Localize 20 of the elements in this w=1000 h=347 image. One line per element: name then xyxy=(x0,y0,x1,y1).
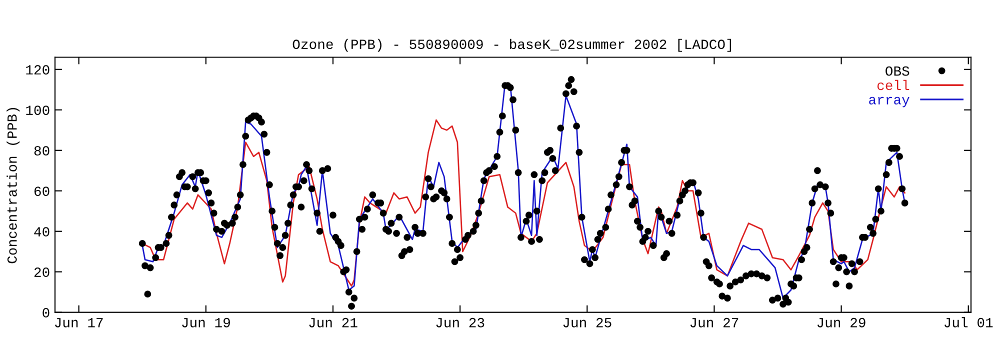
legend-label: array xyxy=(869,96,910,108)
legend-label: OBS xyxy=(886,66,910,76)
x-tick-label: Jun 27 xyxy=(690,318,738,328)
legend-label: cell xyxy=(877,80,910,90)
y-tick-label: 20 xyxy=(34,268,50,277)
y-axis-title: Concentration (PPB) xyxy=(6,108,20,264)
x-tick-label: Jun 19 xyxy=(182,318,230,328)
chart-title: Ozone (PPB) - 550890009 - baseK_02summer 2002 [LADCO] xyxy=(292,38,732,52)
y-tick-label: 120 xyxy=(26,65,50,75)
y-tick-label: 40 xyxy=(34,227,50,237)
x-tick-label: Jul 01 xyxy=(944,317,993,328)
y-tick-label: 80 xyxy=(34,146,50,156)
x-tick-label: Jun 23 xyxy=(436,318,484,328)
x-tick-label: Jun 17 xyxy=(55,318,103,328)
x-tick-label: Jun 29 xyxy=(817,318,866,328)
x-tick-label: Jun 21 xyxy=(309,318,358,328)
y-tick-label: 60 xyxy=(34,186,50,196)
y-tick-label: 100 xyxy=(26,106,50,116)
y-tick-label: 0 xyxy=(42,308,50,318)
x-tick-label: Jun 25 xyxy=(563,318,612,328)
